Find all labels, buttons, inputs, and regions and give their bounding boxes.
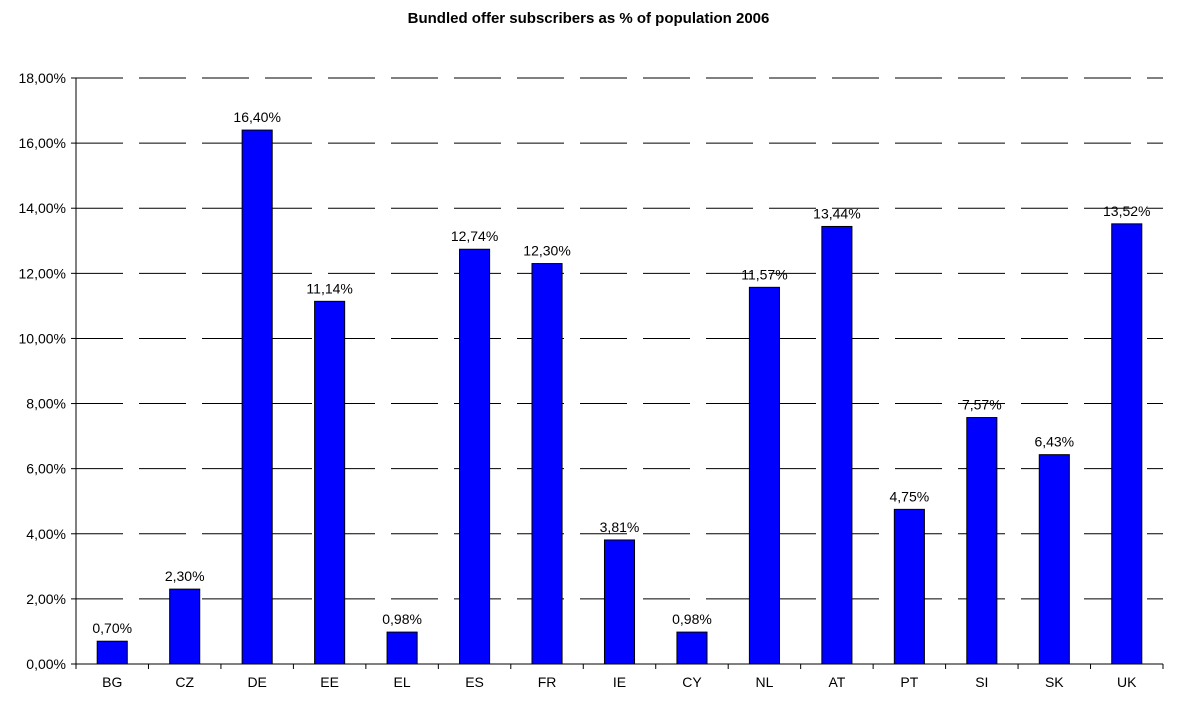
y-tick-label: 4,00%	[26, 526, 66, 542]
data-label-ie: 3,81%	[600, 519, 640, 535]
category-label-ie: IE	[613, 674, 626, 690]
data-label-cy: 0,98%	[672, 611, 712, 627]
data-label-es: 12,74%	[451, 228, 498, 244]
data-label-si: 7,57%	[962, 397, 1002, 413]
data-label-ee: 11,14%	[306, 280, 352, 296]
data-label-nl: 11,57%	[741, 266, 787, 282]
y-tick-label: 8,00%	[26, 396, 66, 412]
bar-ie	[603, 539, 636, 665]
bar-cz	[169, 588, 201, 665]
chart-title: Bundled offer subscribers as % of popula…	[407, 10, 770, 27]
y-tick-label: 12,00%	[19, 265, 66, 281]
y-tick-label: 18,00%	[19, 70, 66, 86]
y-tick-label: 6,00%	[26, 461, 66, 477]
category-label-cz: CZ	[175, 674, 194, 690]
category-label-cy: CY	[682, 674, 702, 690]
data-label-pt: 4,75%	[890, 488, 930, 504]
category-label-pt: PT	[900, 674, 918, 690]
bar-nl	[748, 286, 780, 665]
data-label-uk: 13,52%	[1103, 203, 1150, 219]
bar-si	[966, 417, 998, 665]
bar-bg	[96, 640, 128, 665]
category-label-fr: FR	[538, 674, 557, 690]
data-label-cz: 2,30%	[165, 568, 205, 584]
category-label-at: AT	[828, 674, 845, 690]
bar-pt	[893, 508, 925, 665]
bar-es	[459, 248, 491, 665]
data-label-el: 0,98%	[382, 611, 422, 627]
category-label-nl: NL	[755, 674, 773, 690]
category-label-de: DE	[247, 674, 266, 690]
y-tick-label: 2,00%	[26, 591, 66, 607]
data-label-bg: 0,70%	[92, 620, 132, 636]
category-label-el: EL	[394, 674, 411, 690]
data-label-at: 13,44%	[813, 205, 860, 221]
bar-cy	[676, 631, 708, 665]
labels: 0,00% 2,00% 4,00% 6,00% 8,00% 10,00% 12,00% 14,…	[19, 70, 1151, 690]
bar-sk	[1038, 454, 1070, 665]
y-tick-label: 16,00%	[19, 135, 66, 151]
bar-de	[241, 129, 273, 665]
category-label-es: ES	[465, 674, 484, 690]
bar-ee	[314, 300, 346, 665]
bar-el	[386, 631, 418, 665]
y-tick-label: 10,00%	[19, 330, 66, 346]
bar-uk	[1111, 223, 1143, 665]
category-label-ee: EE	[320, 674, 339, 690]
data-label-fr: 12,30%	[523, 243, 570, 259]
category-label-sk: SK	[1045, 674, 1064, 690]
category-label-uk: UK	[1117, 674, 1137, 690]
bar-at	[821, 225, 853, 665]
category-label-si: SI	[975, 674, 988, 690]
y-tick-label: 14,00%	[19, 200, 66, 216]
data-label-sk: 6,43%	[1034, 434, 1074, 450]
category-label-bg: BG	[102, 674, 122, 690]
bar-fr	[531, 263, 563, 665]
y-tick-label: 0,00%	[26, 656, 66, 672]
data-label-de: 16,40%	[233, 109, 280, 125]
bars	[96, 129, 1143, 665]
